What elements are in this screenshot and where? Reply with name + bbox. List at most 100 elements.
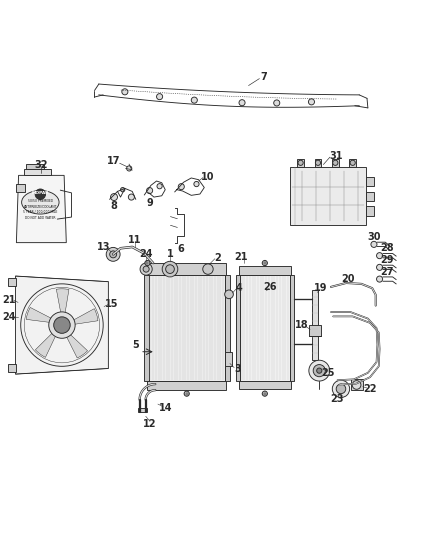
Circle shape xyxy=(178,184,184,190)
Text: 7: 7 xyxy=(260,72,267,82)
Circle shape xyxy=(54,317,70,333)
Text: 25: 25 xyxy=(321,368,335,378)
Bar xyxy=(225,275,230,382)
Circle shape xyxy=(162,261,178,277)
Circle shape xyxy=(122,89,128,95)
Bar xyxy=(366,192,374,201)
Circle shape xyxy=(49,312,75,338)
Text: 9: 9 xyxy=(146,198,153,208)
Bar xyxy=(366,176,374,186)
Text: 15: 15 xyxy=(105,300,119,310)
Circle shape xyxy=(274,100,280,106)
Bar xyxy=(149,275,225,382)
Polygon shape xyxy=(16,175,66,243)
Circle shape xyxy=(143,266,149,272)
Circle shape xyxy=(239,100,245,106)
Circle shape xyxy=(262,261,268,265)
Text: 31: 31 xyxy=(330,151,343,161)
Bar xyxy=(332,159,339,167)
Circle shape xyxy=(120,188,125,192)
Bar xyxy=(144,275,149,382)
Text: DO NOT ADD WATER: DO NOT ADD WATER xyxy=(25,216,56,220)
Circle shape xyxy=(308,99,314,105)
Text: 3: 3 xyxy=(234,364,241,374)
Circle shape xyxy=(194,181,199,187)
Text: 18: 18 xyxy=(295,320,308,330)
Circle shape xyxy=(336,384,346,394)
Bar xyxy=(239,265,291,275)
Circle shape xyxy=(315,160,321,165)
Text: 32: 32 xyxy=(35,159,48,169)
Text: 21: 21 xyxy=(2,295,15,305)
Text: 21: 21 xyxy=(234,252,248,262)
Bar xyxy=(349,159,356,167)
Text: 27: 27 xyxy=(381,266,394,277)
Circle shape xyxy=(371,241,377,247)
Bar xyxy=(8,364,15,373)
Text: 5 YEAR / 100,000 MILE: 5 YEAR / 100,000 MILE xyxy=(23,210,57,214)
Circle shape xyxy=(110,251,117,258)
Text: 24: 24 xyxy=(139,249,153,260)
Circle shape xyxy=(377,264,383,270)
Text: 19: 19 xyxy=(314,283,328,293)
Bar xyxy=(239,382,291,389)
Bar xyxy=(314,159,321,167)
Circle shape xyxy=(128,194,134,200)
Bar xyxy=(290,275,294,382)
Polygon shape xyxy=(69,309,98,325)
Bar xyxy=(16,184,25,192)
Text: MOPAR: MOPAR xyxy=(32,190,49,195)
Circle shape xyxy=(350,160,355,165)
Circle shape xyxy=(309,360,330,381)
Bar xyxy=(225,352,233,366)
Circle shape xyxy=(127,166,132,171)
Text: 11: 11 xyxy=(128,235,141,245)
Circle shape xyxy=(262,391,268,396)
Circle shape xyxy=(156,94,162,100)
Circle shape xyxy=(352,381,361,389)
Circle shape xyxy=(147,188,153,193)
Text: 8: 8 xyxy=(110,201,117,211)
Text: 26: 26 xyxy=(264,282,277,292)
Circle shape xyxy=(333,160,338,165)
Bar xyxy=(236,275,240,382)
Circle shape xyxy=(35,189,46,199)
Circle shape xyxy=(313,365,325,377)
Text: 23: 23 xyxy=(330,394,343,404)
Polygon shape xyxy=(26,308,56,323)
Text: 2: 2 xyxy=(214,253,221,263)
Circle shape xyxy=(332,380,350,398)
Bar xyxy=(297,159,304,167)
Text: 28: 28 xyxy=(381,243,394,253)
Circle shape xyxy=(203,264,213,274)
Bar xyxy=(309,325,321,336)
Text: 17: 17 xyxy=(107,157,121,166)
Circle shape xyxy=(145,261,150,265)
Circle shape xyxy=(377,276,383,282)
Text: 24: 24 xyxy=(2,312,15,322)
Text: ANTIFREEZE/COOLANT: ANTIFREEZE/COOLANT xyxy=(24,205,57,208)
Bar xyxy=(366,206,374,216)
Bar xyxy=(312,290,318,360)
Polygon shape xyxy=(64,331,88,358)
Text: 6: 6 xyxy=(177,244,184,254)
Text: 22: 22 xyxy=(363,384,376,394)
Bar xyxy=(24,169,51,175)
Circle shape xyxy=(191,97,198,103)
Text: 4: 4 xyxy=(235,283,242,293)
Bar xyxy=(26,164,44,169)
Text: 10: 10 xyxy=(201,172,214,182)
Circle shape xyxy=(55,318,69,333)
Ellipse shape xyxy=(21,190,59,214)
Bar xyxy=(148,263,226,275)
Text: 14: 14 xyxy=(159,402,173,413)
Polygon shape xyxy=(57,289,69,318)
Circle shape xyxy=(184,391,189,396)
Polygon shape xyxy=(15,276,108,374)
Bar xyxy=(138,408,148,412)
Text: 30: 30 xyxy=(367,232,381,242)
Text: 13: 13 xyxy=(97,241,110,252)
Circle shape xyxy=(225,290,233,298)
Circle shape xyxy=(157,184,162,189)
Circle shape xyxy=(140,263,152,275)
